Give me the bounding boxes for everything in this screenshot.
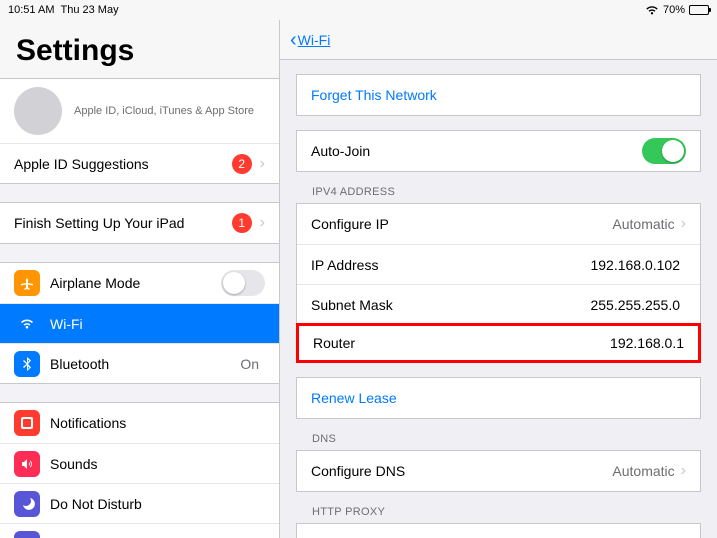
dns-header: DNS bbox=[296, 419, 701, 450]
renew-lease-panel: Renew Lease bbox=[296, 377, 701, 419]
avatar bbox=[14, 87, 62, 135]
settings-title: Settings bbox=[0, 20, 279, 78]
autojoin-panel: Auto-Join bbox=[296, 130, 701, 172]
router-value: 192.168.0.1 bbox=[610, 335, 684, 351]
dnd-label: Do Not Disturb bbox=[50, 496, 265, 512]
autojoin-label: Auto-Join bbox=[311, 143, 642, 159]
chevron-right-icon: › bbox=[681, 216, 686, 232]
autojoin-row[interactable]: Auto-Join bbox=[297, 131, 700, 171]
ip-address-value: 192.168.0.102 bbox=[590, 257, 680, 273]
finish-setup-badge: 1 bbox=[232, 213, 252, 233]
bluetooth-label: Bluetooth bbox=[50, 356, 240, 372]
status-bar: 10:51 AM Thu 23 May 70% bbox=[0, 0, 717, 20]
finish-setup-row[interactable]: Finish Setting Up Your iPad 1 › bbox=[0, 203, 279, 243]
forget-network-button[interactable]: Forget This Network bbox=[297, 75, 700, 115]
settings-sidebar: Settings Apple ID, iCloud, iTunes & App … bbox=[0, 20, 280, 538]
wifi-icon bbox=[14, 311, 40, 337]
wifi-label: Wi-Fi bbox=[50, 316, 265, 332]
proxy-panel: Configure Proxy Off › bbox=[296, 523, 701, 538]
chevron-right-icon: › bbox=[260, 156, 265, 172]
configure-dns-value: Automatic bbox=[612, 463, 674, 479]
ipv4-panel: Configure IP Automatic › IP Address 192.… bbox=[296, 203, 701, 363]
airplane-toggle[interactable] bbox=[221, 270, 265, 296]
airplane-label: Airplane Mode bbox=[50, 275, 221, 291]
configure-ip-label: Configure IP bbox=[311, 216, 612, 232]
dnd-row[interactable]: Do Not Disturb bbox=[0, 483, 279, 523]
battery-icon bbox=[689, 5, 709, 15]
back-chevron-icon[interactable]: ‹ bbox=[290, 30, 297, 50]
subnet-label: Subnet Mask bbox=[311, 297, 590, 313]
airplane-mode-row[interactable]: Airplane Mode bbox=[0, 263, 279, 303]
moon-icon bbox=[14, 491, 40, 517]
proxy-header: HTTP PROXY bbox=[296, 492, 701, 523]
forget-network-label: Forget This Network bbox=[311, 87, 686, 103]
wifi-status-icon bbox=[645, 5, 659, 15]
bluetooth-icon bbox=[14, 351, 40, 377]
sounds-icon bbox=[14, 451, 40, 477]
subnet-mask-row: Subnet Mask 255.255.255.0 bbox=[297, 284, 700, 324]
suggestions-badge: 2 bbox=[232, 154, 252, 174]
configure-dns-label: Configure DNS bbox=[311, 463, 612, 479]
apple-id-row[interactable]: Apple ID, iCloud, iTunes & App Store bbox=[0, 79, 279, 143]
bluetooth-row[interactable]: Bluetooth On bbox=[0, 343, 279, 383]
status-date: Thu 23 May bbox=[60, 4, 118, 16]
renew-lease-label: Renew Lease bbox=[311, 390, 686, 406]
notifications-icon bbox=[14, 410, 40, 436]
subnet-value: 255.255.255.0 bbox=[590, 297, 680, 313]
finish-setup-label: Finish Setting Up Your iPad bbox=[14, 215, 232, 231]
renew-lease-button[interactable]: Renew Lease bbox=[297, 378, 700, 418]
dns-panel: Configure DNS Automatic › bbox=[296, 450, 701, 492]
autojoin-toggle[interactable] bbox=[642, 138, 686, 164]
notifications-row[interactable]: Notifications bbox=[0, 403, 279, 443]
ip-address-label: IP Address bbox=[311, 257, 590, 273]
battery-percent: 70% bbox=[663, 4, 685, 16]
sounds-row[interactable]: Sounds bbox=[0, 443, 279, 483]
apple-id-sublabel: Apple ID, iCloud, iTunes & App Store bbox=[74, 105, 265, 117]
router-label: Router bbox=[313, 335, 610, 351]
bluetooth-value: On bbox=[240, 356, 259, 372]
ip-address-row: IP Address 192.168.0.102 bbox=[297, 244, 700, 284]
detail-pane: ‹ Wi-Fi Forget This Network Auto-Join IP… bbox=[280, 20, 717, 538]
router-row: Router 192.168.0.1 bbox=[296, 323, 701, 363]
notifications-label: Notifications bbox=[50, 415, 265, 431]
suggestions-label: Apple ID Suggestions bbox=[14, 156, 232, 172]
ipv4-header: IPV4 ADDRESS bbox=[296, 172, 701, 203]
configure-ip-row[interactable]: Configure IP Automatic › bbox=[297, 204, 700, 244]
configure-ip-value: Automatic bbox=[612, 216, 674, 232]
airplane-icon bbox=[14, 270, 40, 296]
configure-dns-row[interactable]: Configure DNS Automatic › bbox=[297, 451, 700, 491]
sounds-label: Sounds bbox=[50, 456, 265, 472]
apple-id-suggestions-row[interactable]: Apple ID Suggestions 2 › bbox=[0, 143, 279, 183]
back-button[interactable]: Wi-Fi bbox=[298, 32, 331, 48]
chevron-right-icon: › bbox=[260, 215, 265, 231]
forget-network-panel: Forget This Network bbox=[296, 74, 701, 116]
chevron-right-icon: › bbox=[681, 463, 686, 479]
hourglass-icon bbox=[14, 531, 40, 538]
configure-proxy-row[interactable]: Configure Proxy Off › bbox=[297, 524, 700, 538]
detail-navbar: ‹ Wi-Fi bbox=[280, 20, 717, 60]
status-time: 10:51 AM bbox=[8, 4, 54, 16]
wifi-row[interactable]: Wi-Fi bbox=[0, 303, 279, 343]
screentime-row[interactable]: Screen Time bbox=[0, 523, 279, 538]
